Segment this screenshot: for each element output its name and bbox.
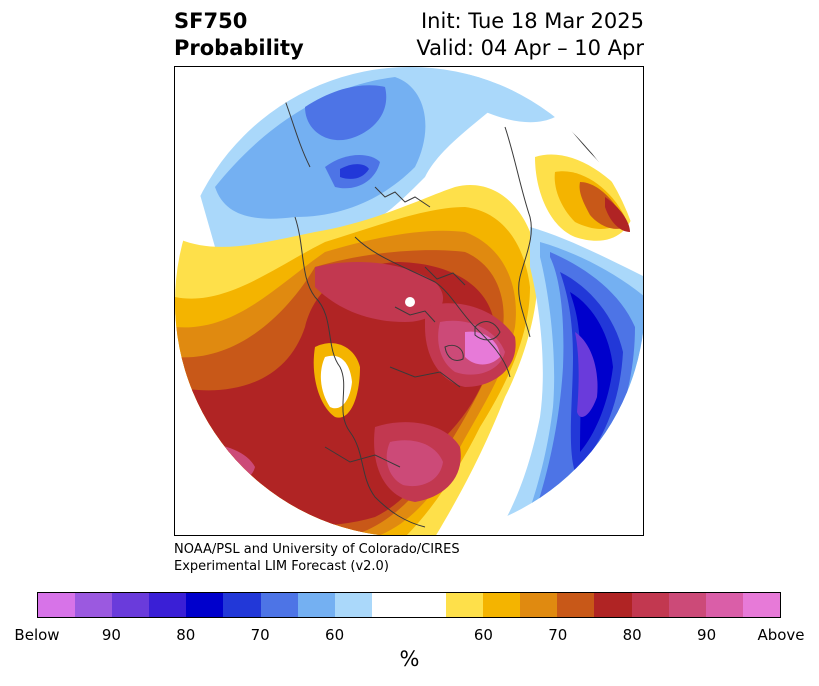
valid-dates: Valid: 04 Apr – 10 Apr [416,36,644,60]
colorbar-tick-label: 70 [250,626,270,644]
polar-map [175,67,643,535]
chart-title: SF750 Probability [174,8,304,62]
colorbar-tick-label: 90 [101,626,121,644]
colorbar-tick-label: 80 [622,626,642,644]
variable-type: Probability [174,36,304,60]
colorbar-segment [223,593,261,617]
colorbar-segment [446,593,484,617]
colorbar-segment [483,593,521,617]
colorbar-segment [260,593,298,617]
north-pole-marker [405,297,415,307]
colorbar-unit: % [399,647,420,671]
colorbar-segment [75,593,113,617]
colorbar-segment [38,593,76,617]
colorbar-tick-label: Below [14,626,60,644]
colorbar-segment [705,593,743,617]
colorbar-tick-label: 70 [548,626,568,644]
colorbar-segment [594,593,632,617]
forecast-dates: Init: Tue 18 Mar 2025 Valid: 04 Apr – 10… [416,8,644,62]
init-date: Init: Tue 18 Mar 2025 [420,9,644,33]
colorbar-labels: Below 90 80 70 60 60 70 80 90 Above [14,626,804,646]
colorbar-segment [334,593,372,617]
credit-line-2: Experimental LIM Forecast (v2.0) [174,559,389,574]
colorbar [37,592,781,618]
map-panel [174,66,644,536]
colorbar-segment [297,593,335,617]
variable-name: SF750 [174,9,248,33]
colorbar-tick-label: Above [757,626,805,644]
colorbar-segment [668,593,706,617]
colorbar-segment [408,593,447,617]
colorbar-tick-label: 60 [473,626,493,644]
colorbar-segment [557,593,595,617]
colorbar-tick-label: 60 [325,626,345,644]
colorbar-segment [112,593,150,617]
colorbar-segment [520,593,558,617]
colorbar-segment [371,593,409,617]
credit-text: NOAA/PSL and University of Colorado/CIRE… [174,541,460,575]
probability-field [175,67,643,535]
credit-line-1: NOAA/PSL and University of Colorado/CIRE… [174,542,460,557]
colorbar-tick-label: 80 [176,626,196,644]
colorbar-segment [742,593,780,617]
colorbar-tick-label: 90 [697,626,717,644]
colorbar-segment [631,593,669,617]
colorbar-segment [149,593,187,617]
colorbar-segment [186,593,224,617]
